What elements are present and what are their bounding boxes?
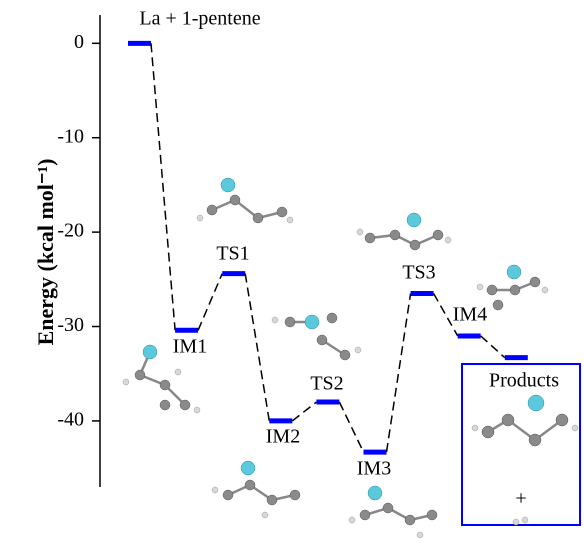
level-label: Products xyxy=(489,370,559,392)
connector xyxy=(151,43,175,330)
molecule-ts2 xyxy=(272,313,361,360)
connector xyxy=(339,402,363,452)
connector xyxy=(292,402,316,421)
level-label: La + 1-pentene xyxy=(139,8,260,30)
molecule-im3 xyxy=(349,486,437,538)
molecule-ts3 xyxy=(357,213,451,250)
y-tick-label: -30 xyxy=(57,314,84,336)
chart: Energy (kcal mol⁻¹) + xyxy=(0,0,584,548)
connector xyxy=(245,274,269,421)
y-axis-label: Energy (kcal mol⁻¹) xyxy=(33,159,58,346)
molecule-ts1 xyxy=(197,178,293,223)
plus-sign: + xyxy=(515,488,526,510)
y-tick-label: 0 xyxy=(74,31,84,53)
connector xyxy=(387,293,411,452)
molecule-im2 xyxy=(212,461,300,518)
molecule-im4 xyxy=(477,265,548,310)
level-label: IM3 xyxy=(357,458,391,480)
y-tick-label: -20 xyxy=(57,220,84,242)
level-label: IM2 xyxy=(266,426,300,448)
connector xyxy=(481,336,505,358)
level-label: IM4 xyxy=(453,304,487,326)
y-tick-label: -40 xyxy=(57,409,84,431)
connector xyxy=(198,274,222,331)
level-label: TS3 xyxy=(402,262,435,284)
level-label: IM1 xyxy=(173,336,207,358)
level-label: TS1 xyxy=(216,243,249,265)
level-label: TS2 xyxy=(310,373,343,395)
y-tick-label: -10 xyxy=(57,125,84,147)
